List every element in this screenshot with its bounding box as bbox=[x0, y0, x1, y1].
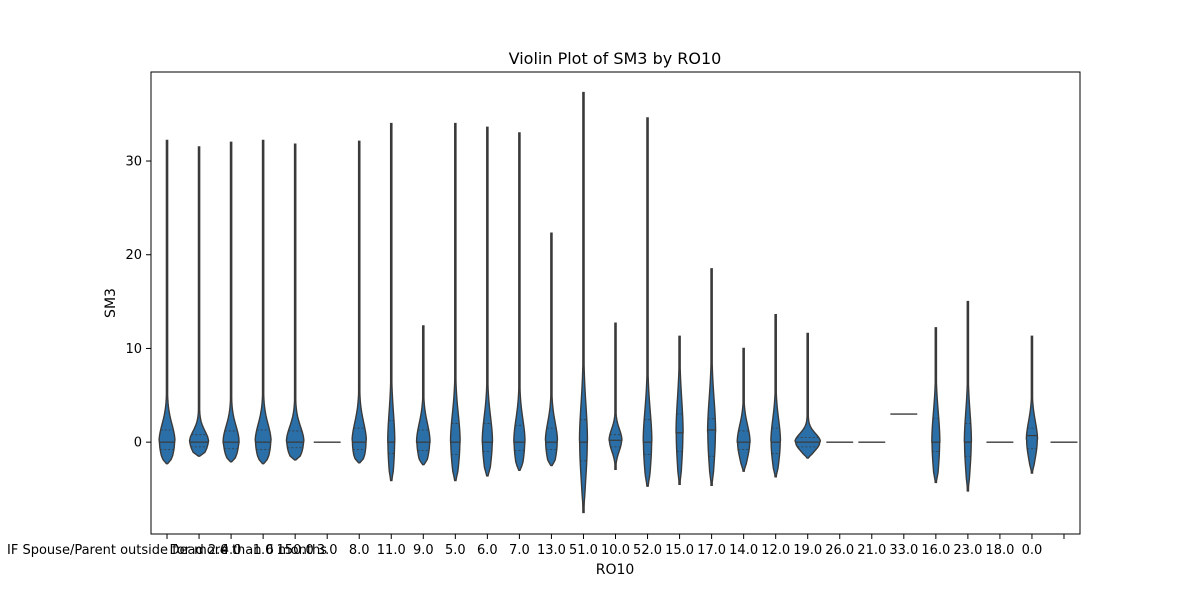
violin-6 bbox=[351, 140, 368, 464]
x-tick-label: 17.0 bbox=[697, 543, 726, 558]
violin-body bbox=[188, 146, 210, 457]
violin-body bbox=[254, 139, 272, 465]
violin-27 bbox=[1025, 335, 1039, 474]
x-tick-label: 23.0 bbox=[953, 543, 982, 558]
y-axis: 0 10 20 30 bbox=[125, 155, 151, 451]
violin-0 bbox=[158, 139, 176, 465]
y-tick-label: 0 bbox=[134, 436, 142, 451]
violin-body bbox=[770, 314, 782, 478]
x-tick-label: 0.0 bbox=[1022, 543, 1043, 558]
violin-15 bbox=[642, 117, 653, 487]
y-axis-label: SM3 bbox=[103, 288, 119, 318]
violin-body bbox=[931, 327, 941, 484]
violin-body bbox=[158, 139, 176, 465]
violin-19 bbox=[770, 314, 782, 478]
x-tick-label: 7.0 bbox=[509, 543, 530, 558]
x-tick-label: 8.0 bbox=[349, 543, 370, 558]
x-tick-label: 16.0 bbox=[921, 543, 950, 558]
violin-9 bbox=[449, 122, 461, 482]
violin-4 bbox=[285, 143, 305, 461]
x-tick-label: 21.0 bbox=[857, 543, 886, 558]
x-tick-label: 13.0 bbox=[537, 543, 566, 558]
violin-11 bbox=[513, 132, 526, 471]
violin-body bbox=[1025, 335, 1039, 474]
x-tick-label: 51.0 bbox=[569, 543, 598, 558]
x-axis-label: RO10 bbox=[596, 562, 635, 578]
violin-17 bbox=[706, 268, 717, 486]
violin-body bbox=[222, 141, 240, 463]
violin-24 bbox=[931, 327, 941, 484]
violin-2 bbox=[222, 141, 240, 463]
violin-body bbox=[736, 347, 751, 472]
x-tick-label: 26.0 bbox=[825, 543, 854, 558]
violin-16 bbox=[675, 335, 684, 486]
violin-8 bbox=[415, 325, 431, 466]
x-tick-label: 18.0 bbox=[985, 543, 1014, 558]
violin-body bbox=[963, 300, 973, 492]
x-tick-label: 19.0 bbox=[793, 543, 822, 558]
violin-1 bbox=[188, 146, 210, 457]
violin-body bbox=[449, 122, 461, 482]
x-tick-label: 14.0 bbox=[729, 543, 758, 558]
x-tick-label: 1.0 bbox=[253, 543, 274, 558]
x-tick-label: 5.0 bbox=[445, 543, 466, 558]
violin-body bbox=[544, 232, 559, 467]
violin-body bbox=[415, 325, 431, 466]
violin-14 bbox=[608, 322, 623, 471]
x-tick-label: 11.0 bbox=[377, 543, 406, 558]
violin-12 bbox=[544, 232, 559, 467]
x-axis: IF Spouse/Parent outside for more than 6… bbox=[7, 534, 1065, 558]
violin-body bbox=[578, 91, 589, 514]
x-tick-label: Dead 2.0 bbox=[170, 543, 229, 558]
x-tick-label: 15.0 bbox=[665, 543, 694, 558]
x-tick-label: 52.0 bbox=[633, 543, 662, 558]
x-tick-label: 10.0 bbox=[601, 543, 630, 558]
x-tick-label: IF Spouse/Parent outside for more than 6… bbox=[7, 543, 327, 558]
violin-25 bbox=[963, 300, 973, 492]
violin-7 bbox=[387, 122, 396, 482]
y-tick-label: 20 bbox=[125, 248, 142, 263]
x-tick-label: 4.0 bbox=[221, 543, 242, 558]
x-tick-label: 3.0 bbox=[317, 543, 338, 558]
violin-3 bbox=[254, 139, 272, 465]
violin-10 bbox=[481, 126, 494, 477]
chart-title: Violin Plot of SM3 by RO10 bbox=[509, 49, 722, 68]
violin-body bbox=[481, 126, 494, 477]
x-tick-label: 12.0 bbox=[761, 543, 790, 558]
violin-body bbox=[675, 335, 684, 486]
violin-body bbox=[513, 132, 526, 471]
x-tick-label: 9.0 bbox=[413, 543, 434, 558]
y-tick-label: 30 bbox=[125, 155, 142, 170]
violin-body bbox=[706, 268, 717, 486]
violin-body bbox=[794, 332, 822, 459]
violin-20 bbox=[794, 332, 822, 459]
x-tick-label: 150.0 bbox=[277, 543, 314, 558]
violin-body bbox=[608, 322, 623, 471]
y-tick-label: 10 bbox=[125, 342, 142, 357]
plot-area bbox=[158, 91, 1078, 514]
violin-body bbox=[642, 117, 653, 487]
violin-body bbox=[285, 143, 305, 461]
violin-13 bbox=[578, 91, 589, 514]
violin-18 bbox=[736, 347, 751, 472]
violin-body bbox=[351, 140, 368, 464]
x-tick-label: 33.0 bbox=[889, 543, 918, 558]
x-tick-label: 6.0 bbox=[477, 543, 498, 558]
violin-body bbox=[387, 122, 396, 482]
